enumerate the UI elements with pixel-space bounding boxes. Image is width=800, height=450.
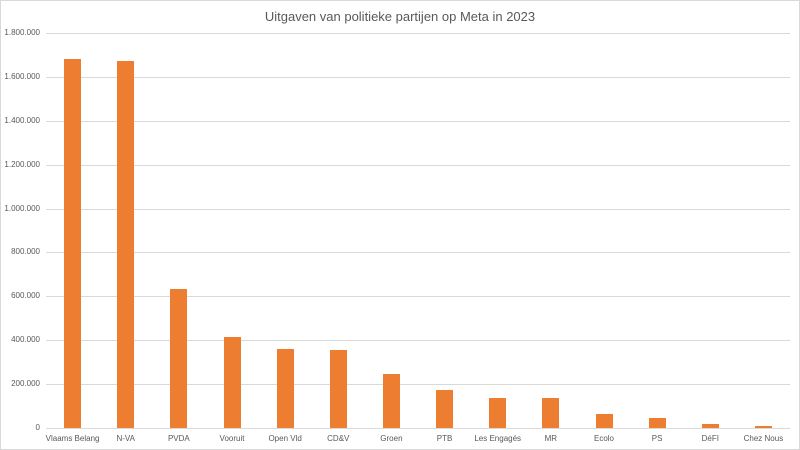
y-tick-label: 1.200.000 — [4, 159, 40, 169]
gridline — [46, 296, 790, 298]
chart-title: Uitgaven van politieke partijen op Meta … — [264, 9, 536, 24]
gridline — [46, 208, 790, 210]
y-tick-label: 1.000.000 — [4, 203, 40, 213]
bar — [223, 337, 241, 428]
bar — [436, 390, 454, 428]
gridline — [46, 384, 790, 386]
x-tick-label: N-VA — [116, 434, 135, 443]
x-tick-label: MR — [544, 434, 558, 443]
y-tick-label: 600.000 — [11, 291, 40, 301]
gridline — [46, 164, 790, 166]
bar — [170, 289, 188, 428]
y-tick-label: 800.000 — [11, 247, 40, 257]
y-tick-label: 1.400.000 — [4, 115, 40, 125]
x-tick-label: Les Engagés — [474, 434, 522, 443]
x-tick-label: Ecolo — [593, 434, 614, 443]
plot-area — [46, 33, 790, 429]
y-tick-label: 200.000 — [11, 379, 40, 389]
gridline — [46, 76, 790, 78]
x-tick-label: Groen — [380, 434, 403, 443]
bar — [276, 349, 294, 428]
x-tick-label: PS — [651, 434, 663, 443]
x-tick-label: Open Vld — [268, 434, 302, 443]
bar — [542, 398, 560, 428]
x-tick-label: Chez Nous — [743, 434, 784, 443]
bar — [754, 426, 772, 428]
gridline — [46, 428, 790, 429]
x-tick-label: PVDA — [167, 434, 190, 443]
bar — [648, 418, 666, 428]
bar — [329, 350, 347, 428]
y-tick-label: 1.800.000 — [4, 28, 40, 37]
gridline — [46, 120, 790, 122]
bar — [701, 424, 719, 428]
x-tick-label: DéFI — [701, 434, 719, 443]
gridline — [46, 340, 790, 342]
bar — [382, 374, 400, 428]
bar — [64, 58, 82, 428]
x-tick-label: Vooruit — [219, 434, 245, 443]
y-tick-label: 400.000 — [11, 335, 40, 345]
gridline — [46, 252, 790, 254]
y-tick-label: 1.600.000 — [4, 71, 40, 81]
gridline — [46, 33, 790, 34]
x-tick-label: CD&V — [327, 434, 350, 443]
x-tick-label: Vlaams Belang — [45, 434, 100, 443]
bar — [595, 413, 613, 428]
bar — [489, 398, 507, 428]
bar — [117, 60, 135, 428]
y-tick-label: 0 — [35, 423, 40, 432]
x-tick-label: PTB — [436, 434, 453, 443]
